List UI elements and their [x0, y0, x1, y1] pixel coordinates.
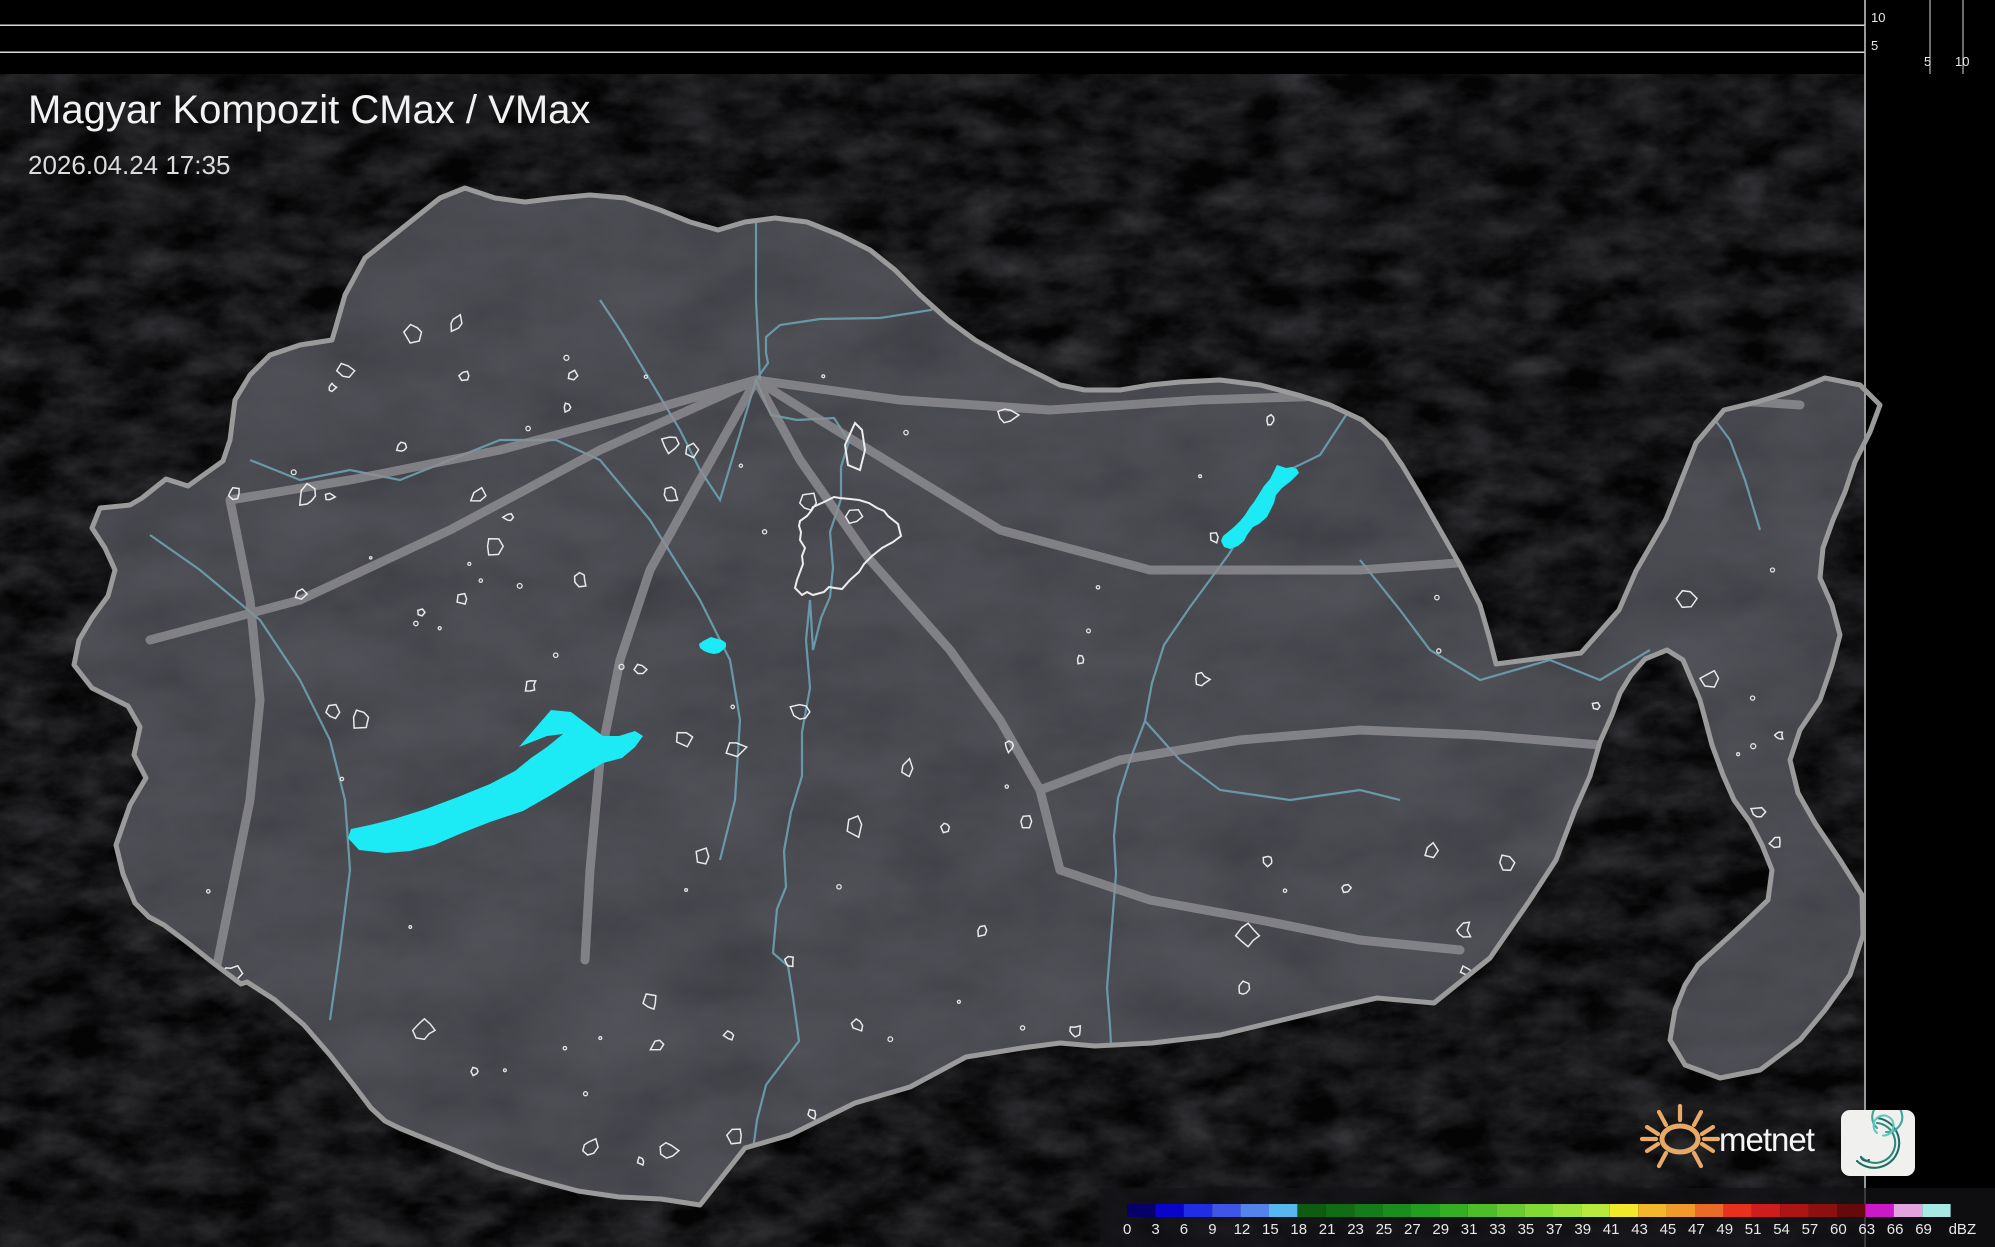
svg-text:39: 39 [1574, 1221, 1591, 1238]
svg-text:0: 0 [1123, 1221, 1131, 1238]
svg-text:33: 33 [1489, 1221, 1506, 1238]
svg-text:12: 12 [1234, 1221, 1251, 1238]
svg-text:metnet: metnet [1719, 1121, 1815, 1158]
svg-text:41: 41 [1603, 1221, 1620, 1238]
svg-text:63: 63 [1858, 1221, 1875, 1238]
svg-text:35: 35 [1518, 1221, 1535, 1238]
svg-text:15: 15 [1262, 1221, 1279, 1238]
svg-text:69: 69 [1915, 1221, 1932, 1238]
svg-text:6: 6 [1180, 1221, 1188, 1238]
svg-text:25: 25 [1376, 1221, 1393, 1238]
svg-text:21: 21 [1319, 1221, 1336, 1238]
svg-text:45: 45 [1660, 1221, 1677, 1238]
svg-text:37: 37 [1546, 1221, 1563, 1238]
svg-text:18: 18 [1290, 1221, 1307, 1238]
svg-text:51: 51 [1745, 1221, 1762, 1238]
svg-text:23: 23 [1347, 1221, 1364, 1238]
svg-text:9: 9 [1208, 1221, 1216, 1238]
svg-text:31: 31 [1461, 1221, 1478, 1238]
svg-text:49: 49 [1716, 1221, 1733, 1238]
svg-text:57: 57 [1802, 1221, 1819, 1238]
svg-text:27: 27 [1404, 1221, 1421, 1238]
svg-text:43: 43 [1631, 1221, 1648, 1238]
svg-text:60: 60 [1830, 1221, 1847, 1238]
svg-text:29: 29 [1432, 1221, 1449, 1238]
svg-text:66: 66 [1887, 1221, 1904, 1238]
svg-text:47: 47 [1688, 1221, 1705, 1238]
svg-text:3: 3 [1151, 1221, 1159, 1238]
svg-text:54: 54 [1773, 1221, 1790, 1238]
svg-text:dBZ: dBZ [1949, 1221, 1977, 1238]
